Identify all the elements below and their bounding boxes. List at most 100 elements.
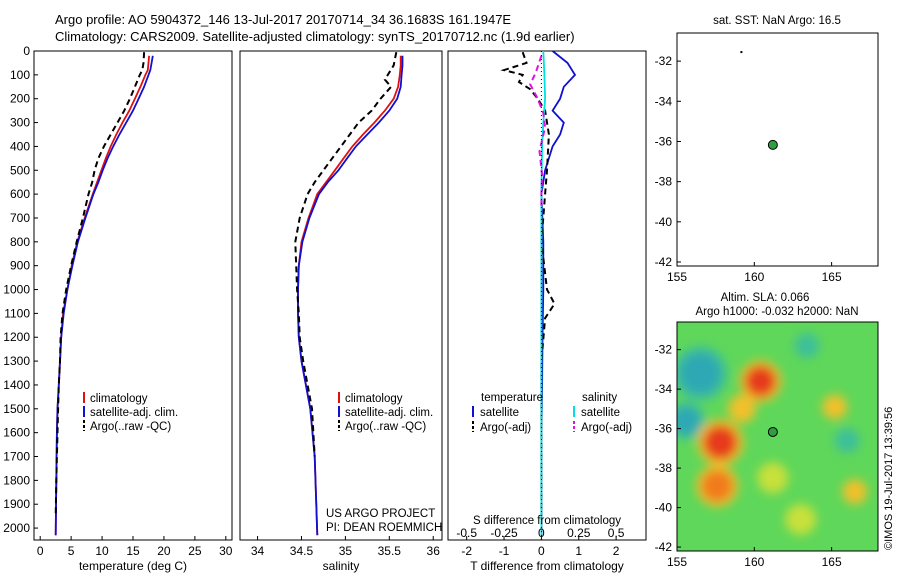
x-tick-label: 0 — [37, 544, 44, 558]
y-tick-label: -36 — [655, 422, 673, 436]
s-tick-label: 0.25 — [567, 526, 591, 540]
legend-label: Argo(-adj) — [581, 422, 632, 434]
y-tick-label: 1400 — [3, 378, 30, 392]
x-tick-label: 155 — [667, 555, 687, 569]
series-line-satellite-adj-clim- — [297, 55, 404, 536]
x-tick-label: 30 — [219, 544, 233, 558]
x-tick-label: 15 — [126, 544, 140, 558]
y-tick-label: -42 — [655, 255, 673, 269]
y-tick-label: 400 — [10, 139, 30, 153]
argo-float-marker — [767, 426, 778, 437]
salinity-panel: 34 34.5 35 35.5 36 salinity climatology satelli… — [239, 50, 443, 573]
x-tick-label: 155 — [667, 270, 687, 284]
y-tick-label: 200 — [10, 92, 30, 106]
coast-speck — [740, 51, 743, 54]
difference-panel: -2 -1 0 1 2T difference from climatology -0.5… — [447, 50, 647, 573]
legend-title-temperature: temperature — [481, 392, 543, 404]
y-tick-label: 2000 — [3, 521, 30, 535]
x-tick-label: 0 — [538, 544, 545, 558]
map-frame — [676, 321, 879, 552]
y-tick-label: 1500 — [3, 402, 30, 416]
x-axis-label: temperature (deg C) — [79, 559, 187, 573]
heatmap-blob — [703, 425, 738, 460]
map-frame — [676, 32, 879, 267]
x-tick-label: 34 — [251, 544, 265, 558]
x-tick-label: 165 — [822, 555, 842, 569]
y-tick-label: 1100 — [4, 306, 30, 320]
heatmap-blob — [757, 462, 789, 494]
argo-float-marker — [767, 139, 778, 150]
y-tick-label: -42 — [655, 540, 673, 554]
heatmap-blob — [677, 406, 701, 435]
y-tick-label: 1800 — [3, 473, 30, 487]
y-tick-label: 1700 — [3, 450, 30, 464]
heatmap-blob — [701, 470, 733, 502]
x-tick-label: 35.5 — [378, 544, 402, 558]
series-line-s-argo — [529, 55, 547, 209]
x-tick-label: 36 — [427, 544, 441, 558]
s-tick-label: 0 — [538, 526, 545, 540]
x-tick-label: 20 — [157, 544, 171, 558]
x-tick-label: 10 — [95, 544, 109, 558]
y-tick-label: -32 — [655, 343, 673, 357]
sla-map-panel: Altim. SLA: 0.066 Argo h1000: -0.032 h200… — [655, 292, 879, 569]
legend-label: satellite — [480, 407, 519, 419]
y-tick-label: 0 — [23, 44, 30, 58]
x-tick-label: 35 — [339, 544, 353, 558]
heatmap-blob — [728, 394, 756, 423]
legend-label: satellite-adj. clim. — [345, 407, 433, 419]
series-line-argo-raw-qc- — [54, 52, 146, 517]
sst-map-panel: sat. SST: NaN Argo: 16.5 -32 -34 -36 -38 -40 -… — [655, 15, 879, 284]
x-tick-label: 160 — [744, 270, 764, 284]
heatmap-blob — [842, 479, 868, 505]
x-tick-label: 1 — [575, 544, 582, 558]
x-axis-label: T difference from climatology — [470, 559, 624, 573]
x-tick-label: 34.5 — [290, 544, 314, 558]
heatmap-blob — [680, 353, 721, 394]
sla-heatmap — [677, 322, 878, 551]
y-tick-label: 700 — [10, 211, 30, 225]
x-tick-label: -2 — [461, 544, 472, 558]
legend-label: Argo(..raw -QC) — [345, 421, 426, 433]
y-tick-label: 1200 — [3, 330, 30, 344]
series-line-argo-raw-qc- — [294, 52, 398, 457]
y-tick-label: -34 — [655, 94, 673, 108]
heatmap-blob — [794, 333, 820, 359]
s-tick-label: 0.5 — [608, 526, 625, 540]
legend-label: satellite-adj. clim. — [90, 407, 178, 419]
map-background — [677, 33, 878, 266]
s-tick-label: -0.5 — [456, 526, 477, 540]
heatmap-blobs — [677, 333, 868, 535]
y-tick-label: 1000 — [3, 283, 30, 297]
x-tick-label: -1 — [499, 544, 510, 558]
imos-watermark: ©IMOS 19-Jul-2017 13:39:56 — [883, 407, 895, 550]
y-tick-label: 300 — [10, 116, 30, 130]
x-tick-label: 165 — [822, 270, 842, 284]
s-tick-label: -0.25 — [490, 526, 518, 540]
plot-frame — [239, 50, 443, 541]
x-axis-label: salinity — [323, 559, 360, 573]
plot-frame — [447, 50, 647, 541]
heatmap-blob — [785, 503, 817, 535]
legend-label: satellite — [581, 407, 620, 419]
y-tick-label: -38 — [655, 461, 673, 475]
x-tick-label: 2 — [613, 544, 620, 558]
y-tick-label: 1600 — [3, 426, 30, 440]
x-tick-label: 160 — [744, 555, 764, 569]
map-subtitle: Argo h1000: -0.032 h2000: NaN — [695, 306, 858, 318]
heatmap-blob — [834, 428, 860, 453]
y-tick-label: 600 — [10, 187, 30, 201]
y-tick-label: -32 — [655, 54, 673, 68]
legend-title-salinity: salinity — [582, 392, 617, 404]
legend-label: Argo(-adj) — [480, 422, 531, 434]
y-tick-label: -40 — [655, 215, 673, 229]
y-tick-label: 1900 — [3, 497, 30, 511]
x-tick-label: 5 — [68, 544, 75, 558]
annotation-line: US ARGO PROJECT — [326, 508, 435, 520]
series-line-t-argo — [500, 51, 556, 517]
x-tick-label: 25 — [188, 544, 202, 558]
y-tick-label: 800 — [10, 235, 30, 249]
header-line-2: Climatology: CARS2009. Satellite-adjuste… — [55, 29, 575, 44]
y-tick-label: -40 — [655, 501, 673, 515]
